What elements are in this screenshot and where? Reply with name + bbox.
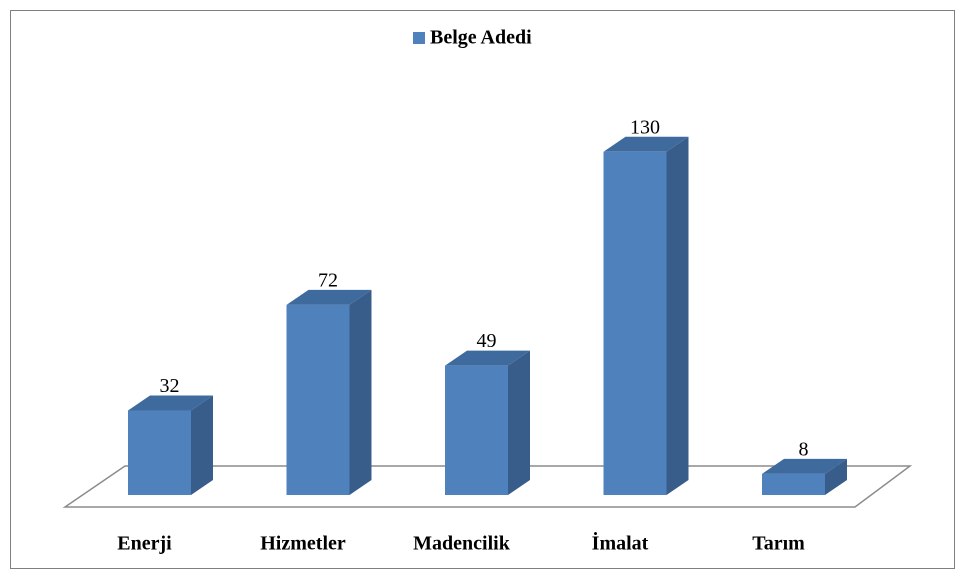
bar-top bbox=[128, 395, 213, 411]
bar bbox=[286, 304, 350, 495]
data-label: 49 bbox=[477, 330, 497, 352]
bar bbox=[128, 410, 191, 495]
x-tick-label: Enerji bbox=[117, 533, 172, 555]
bar-top bbox=[286, 289, 372, 305]
bar bbox=[762, 473, 825, 495]
bar-side bbox=[666, 136, 689, 496]
x-tick-label: Tarım bbox=[752, 533, 805, 555]
x-tick-label: İmalat bbox=[592, 531, 649, 555]
data-label: 8 bbox=[799, 438, 809, 460]
bar-side bbox=[349, 289, 372, 495]
bar-top bbox=[603, 136, 689, 152]
data-label: 130 bbox=[630, 116, 660, 138]
legend-label: Belge Adedi bbox=[430, 27, 532, 49]
bar bbox=[603, 151, 667, 496]
x-tick-label: Madencilik bbox=[413, 533, 511, 555]
bar-side bbox=[191, 395, 213, 495]
bar-side bbox=[508, 350, 530, 495]
data-label: 72 bbox=[318, 270, 338, 292]
bar-top bbox=[445, 350, 530, 366]
legend-swatch bbox=[413, 32, 425, 44]
bar-top bbox=[762, 458, 847, 474]
bar-side bbox=[825, 458, 847, 495]
data-label: 32 bbox=[160, 375, 180, 397]
x-tick-label: Hizmetler bbox=[260, 533, 346, 555]
bar bbox=[445, 365, 508, 495]
